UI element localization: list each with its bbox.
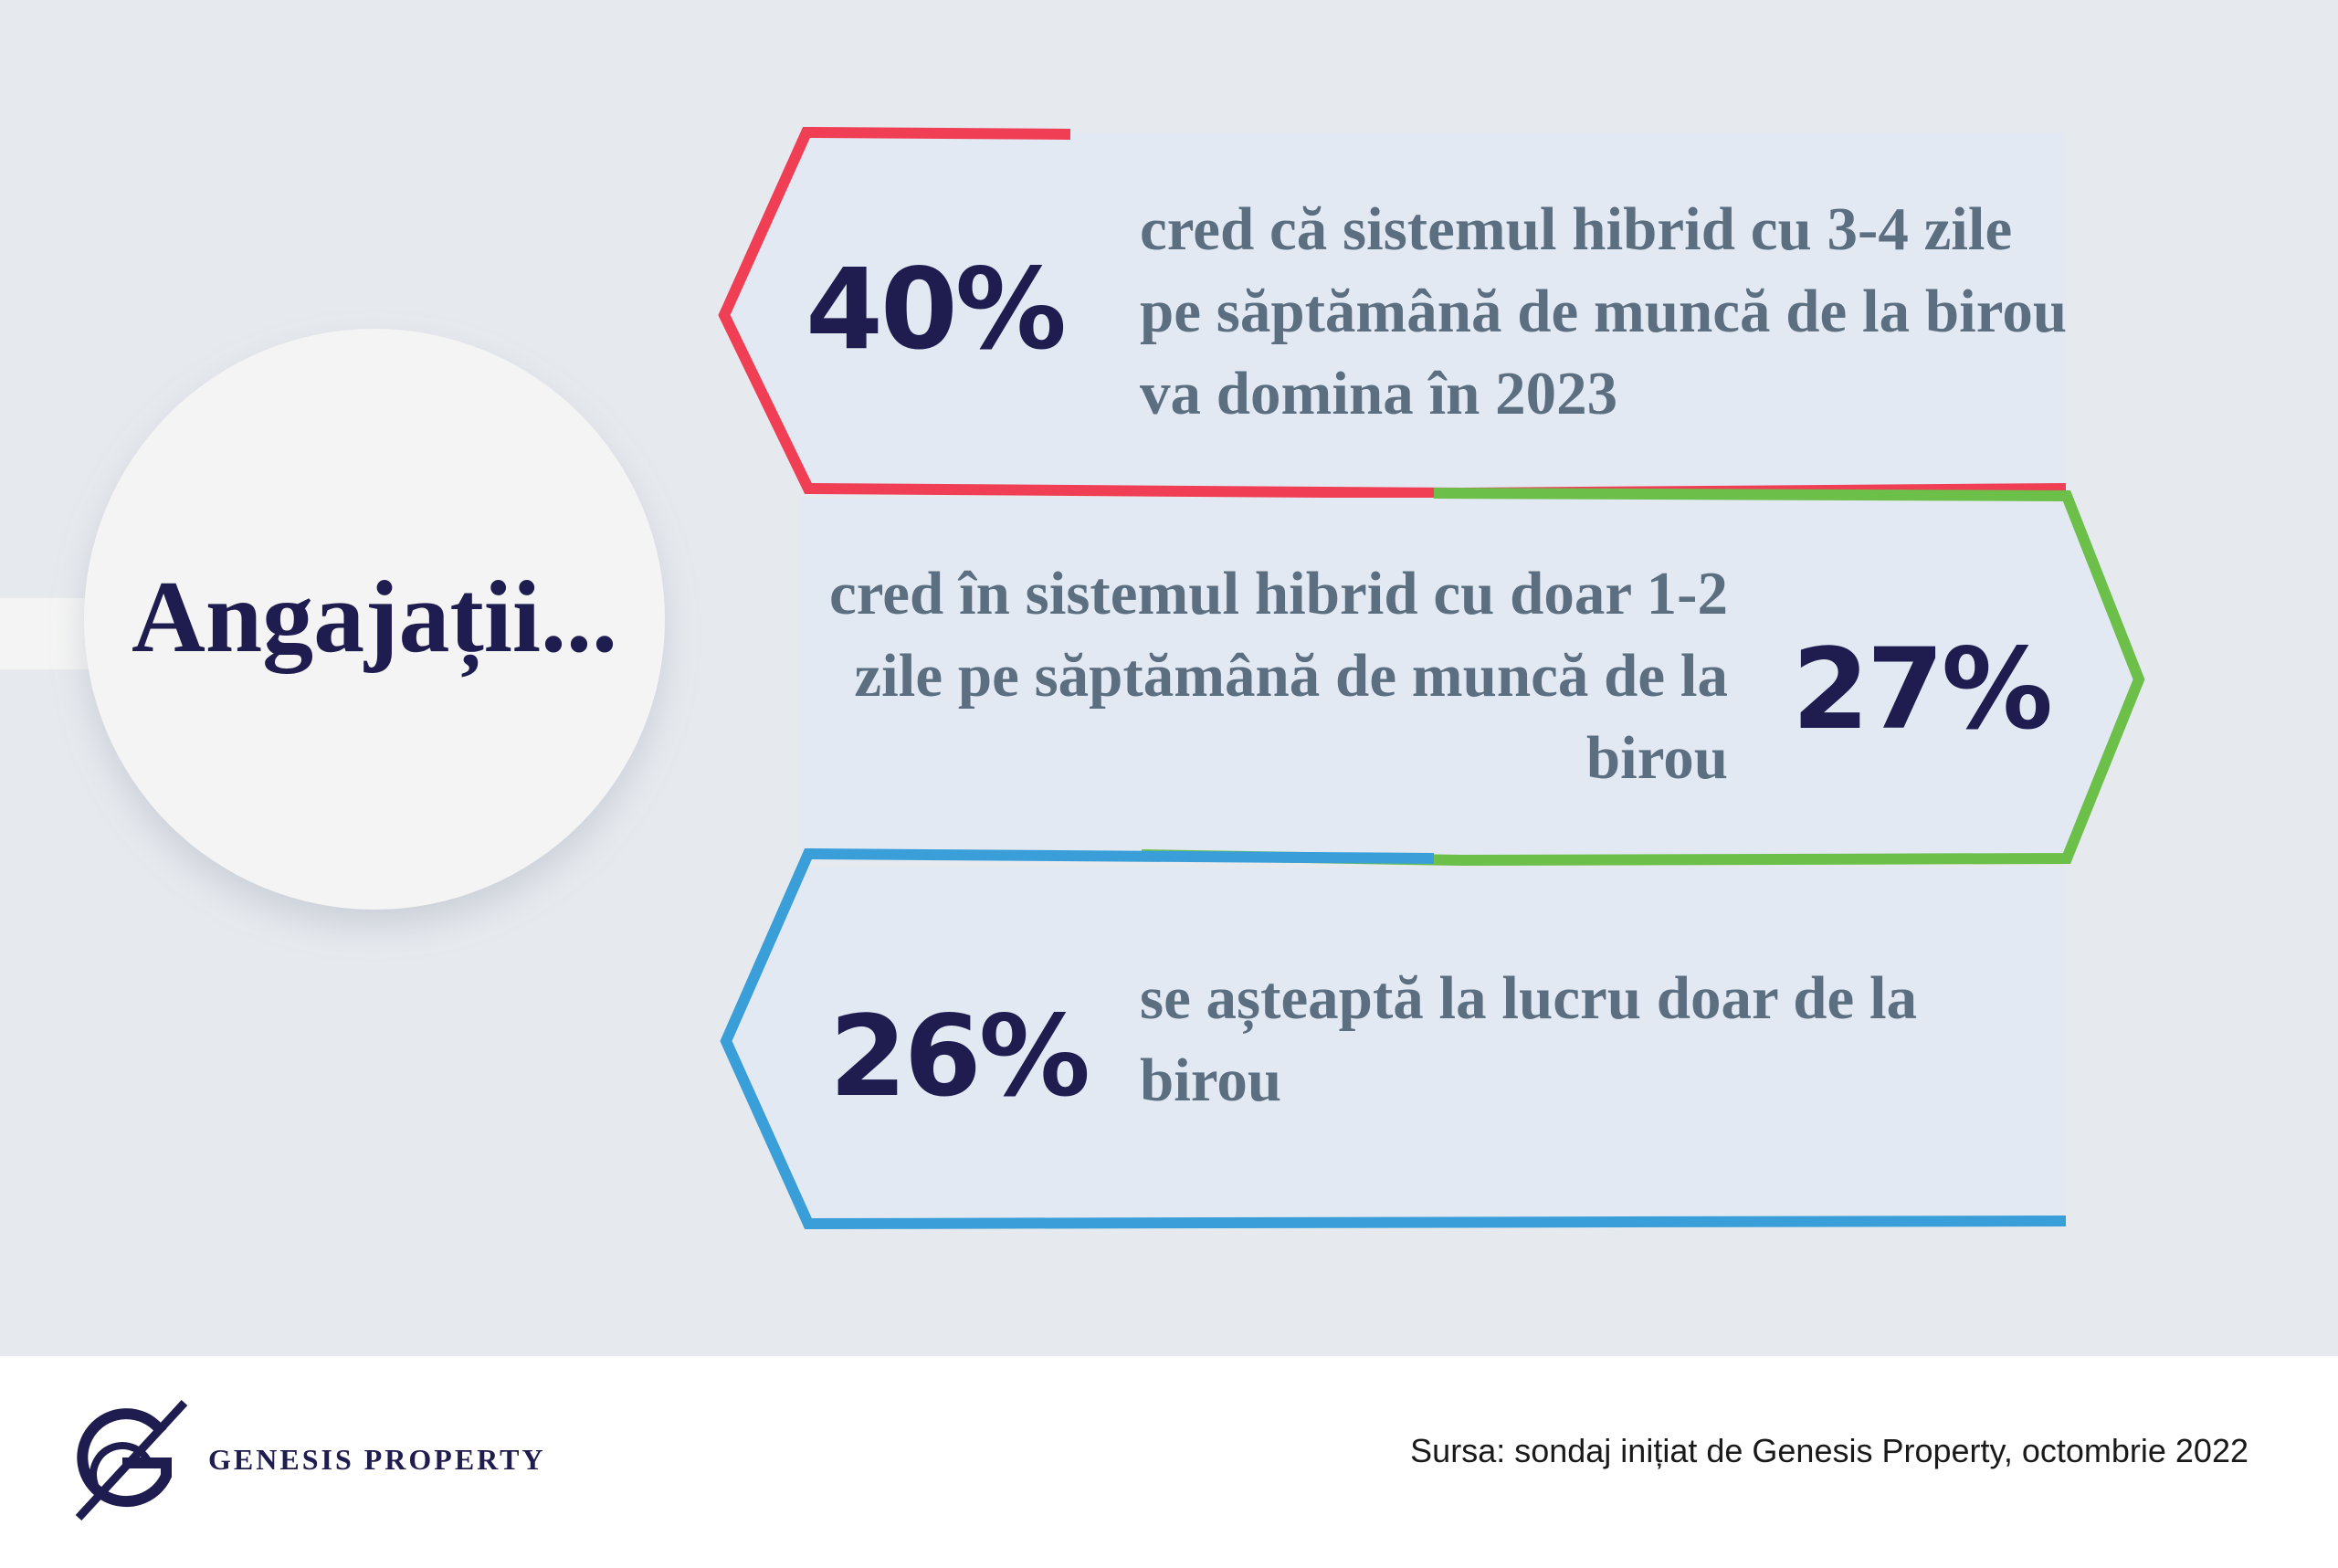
panel-1 [726, 132, 2066, 489]
genesis-g-logo-icon [75, 1399, 188, 1521]
footer [0, 1356, 2338, 1568]
panel-3 [726, 868, 2066, 1224]
description-2: cred în sistemul hibrid cu doar 1-2 zile… [829, 560, 1728, 792]
description-3: se așteaptă la lucru doar de la birou [1140, 964, 1918, 1114]
description-1: cred că sistemul hibrid cu 3-4 zile pe s… [1140, 195, 2068, 427]
brand-name: GENESIS PROPERTY [208, 1443, 546, 1476]
percent-2: 27% [1792, 625, 2053, 754]
source-note: Sursa: sondaj inițiat de Genesis Propert… [1410, 1432, 2248, 1469]
percent-3: 26% [829, 992, 1090, 1121]
panel-3-border [720, 847, 2067, 1230]
panel-2 [801, 498, 2139, 858]
title-circle [84, 329, 665, 910]
percent-1: 40% [806, 245, 1067, 374]
page-title: Angajații... [132, 561, 617, 674]
infographic-shapes [0, 126, 2145, 1230]
